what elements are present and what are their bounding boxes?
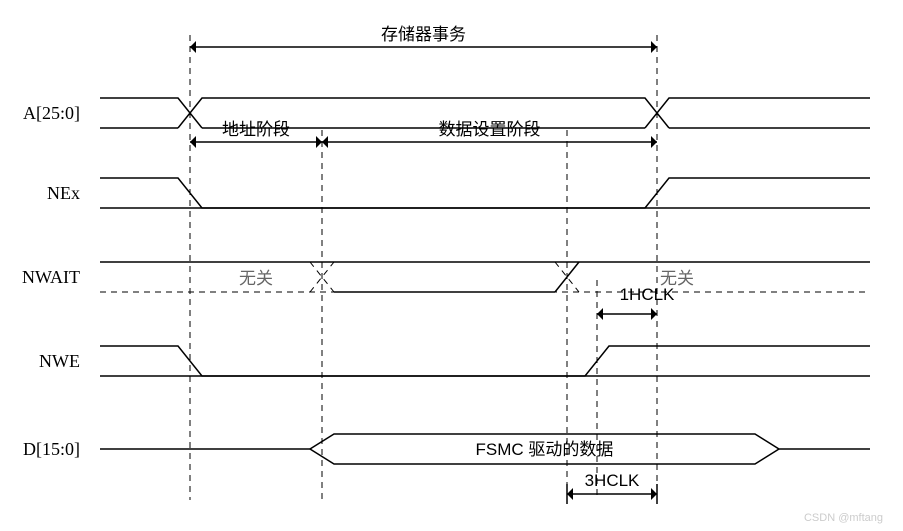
signal-label: D[15:0] xyxy=(23,439,80,459)
memory-transaction-label: 存储器事务 xyxy=(381,25,466,44)
signal-label: NEx xyxy=(47,183,80,203)
arrowhead xyxy=(651,41,657,53)
nex-wave xyxy=(100,178,870,208)
address-phase-label: 地址阶段 xyxy=(222,120,290,139)
arrowhead xyxy=(567,488,573,500)
fsmc-data-label: FSMC 驱动的数据 xyxy=(476,440,614,459)
watermark: CSDN @mftang xyxy=(804,512,883,524)
nwe-wave xyxy=(100,346,870,376)
dont-care-left: 无关 xyxy=(239,269,273,288)
arrowhead xyxy=(651,308,657,320)
arrowhead xyxy=(190,136,196,148)
data-setup-phase-label: 数据设置阶段 xyxy=(439,120,541,139)
signal-label: NWE xyxy=(39,351,80,371)
arrowhead xyxy=(651,488,657,500)
arrowhead xyxy=(190,41,196,53)
signal-label: A[25:0] xyxy=(23,103,80,123)
arrowhead xyxy=(322,136,328,148)
arrowhead xyxy=(651,136,657,148)
arrowhead xyxy=(316,136,322,148)
timing-diagram: A[25:0] NEx NWAIT NWE D[15:0] 存储器事务地址阶段 数据设置阶段… xyxy=(0,0,903,531)
hclk3-label: 3HCLK xyxy=(585,471,640,490)
arrowhead xyxy=(597,308,603,320)
hclk1-label: 1HCLK xyxy=(620,285,675,304)
signal-label: NWAIT xyxy=(22,267,80,287)
